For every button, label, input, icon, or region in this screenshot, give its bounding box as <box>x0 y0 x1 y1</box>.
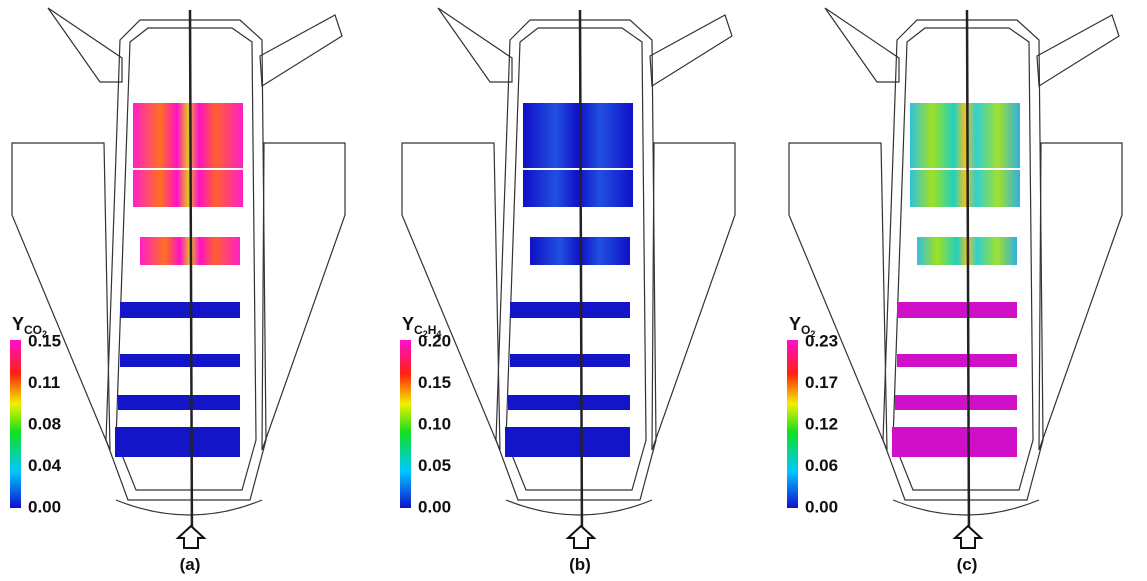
colorbar-tick-label: 0.11 <box>28 373 60 392</box>
left-wing <box>12 143 110 450</box>
colorbar-tick-label: 0.15 <box>28 331 61 350</box>
left-wing <box>789 143 887 450</box>
nose-cap <box>116 500 262 515</box>
contour-band <box>510 302 630 318</box>
figure: YCO20.150.110.080.040.00(a)YC2H40.200.15… <box>0 0 1147 581</box>
left-fin <box>438 8 512 82</box>
colorbar-title-part: Y <box>789 314 801 334</box>
panel-label: (a) <box>180 555 201 574</box>
right-fin <box>1037 15 1119 86</box>
contour-band <box>115 427 240 457</box>
centerline <box>580 10 582 545</box>
colorbar-tick-label: 0.10 <box>418 414 451 433</box>
inlet-arrow <box>955 526 981 548</box>
contour-band <box>895 395 1017 410</box>
colorbar-tick-label: 0.12 <box>805 414 838 433</box>
inlet-arrow <box>178 526 204 548</box>
colorbar-tick-label: 0.15 <box>418 373 451 392</box>
contour-band <box>910 103 1020 168</box>
colorbar-tick-label: 0.00 <box>28 497 61 516</box>
colorbar <box>10 340 21 508</box>
contour-band <box>120 302 240 318</box>
colorbar-tick-label: 0.08 <box>28 414 61 433</box>
contour-band <box>133 170 243 207</box>
left-fin <box>825 8 899 82</box>
right-wing <box>652 143 735 450</box>
colorbar <box>400 340 411 508</box>
colorbar-tick-label: 0.04 <box>28 456 62 475</box>
colorbar-tick-label: 0.00 <box>805 497 838 516</box>
contour-band <box>897 354 1017 367</box>
contour-band <box>508 395 630 410</box>
contour-band <box>897 302 1017 318</box>
colorbar-tick-label: 0.17 <box>805 373 838 392</box>
left-fin <box>48 8 122 82</box>
contour-band <box>892 427 1017 457</box>
colorbar-tick-label: 0.00 <box>418 497 451 516</box>
contour-band <box>510 354 630 367</box>
right-wing <box>262 143 345 450</box>
panel-label: (c) <box>957 555 978 574</box>
colorbar-title-part: Y <box>12 314 24 334</box>
colorbar-tick-label: 0.05 <box>418 456 451 475</box>
left-wing <box>402 143 500 450</box>
contour-band <box>523 170 633 207</box>
colorbar-tick-label: 0.20 <box>418 331 451 350</box>
right-fin <box>650 15 732 86</box>
contour-band <box>505 427 630 457</box>
colorbar-title-part: Y <box>402 314 414 334</box>
nose-cap <box>893 500 1039 515</box>
colorbar <box>787 340 798 508</box>
contour-band <box>910 170 1020 207</box>
right-wing <box>1039 143 1122 450</box>
right-fin <box>260 15 342 86</box>
contour-band <box>523 103 633 168</box>
colorbar-tick-label: 0.06 <box>805 456 838 475</box>
contour-band <box>120 354 240 367</box>
inlet-arrow <box>568 526 594 548</box>
colorbar-tick-label: 0.23 <box>805 331 838 350</box>
nose-cap <box>506 500 652 515</box>
centerline <box>967 10 969 545</box>
panel-label: (b) <box>569 555 591 574</box>
contour-band <box>133 103 243 168</box>
centerline <box>190 10 192 545</box>
contour-band <box>118 395 240 410</box>
